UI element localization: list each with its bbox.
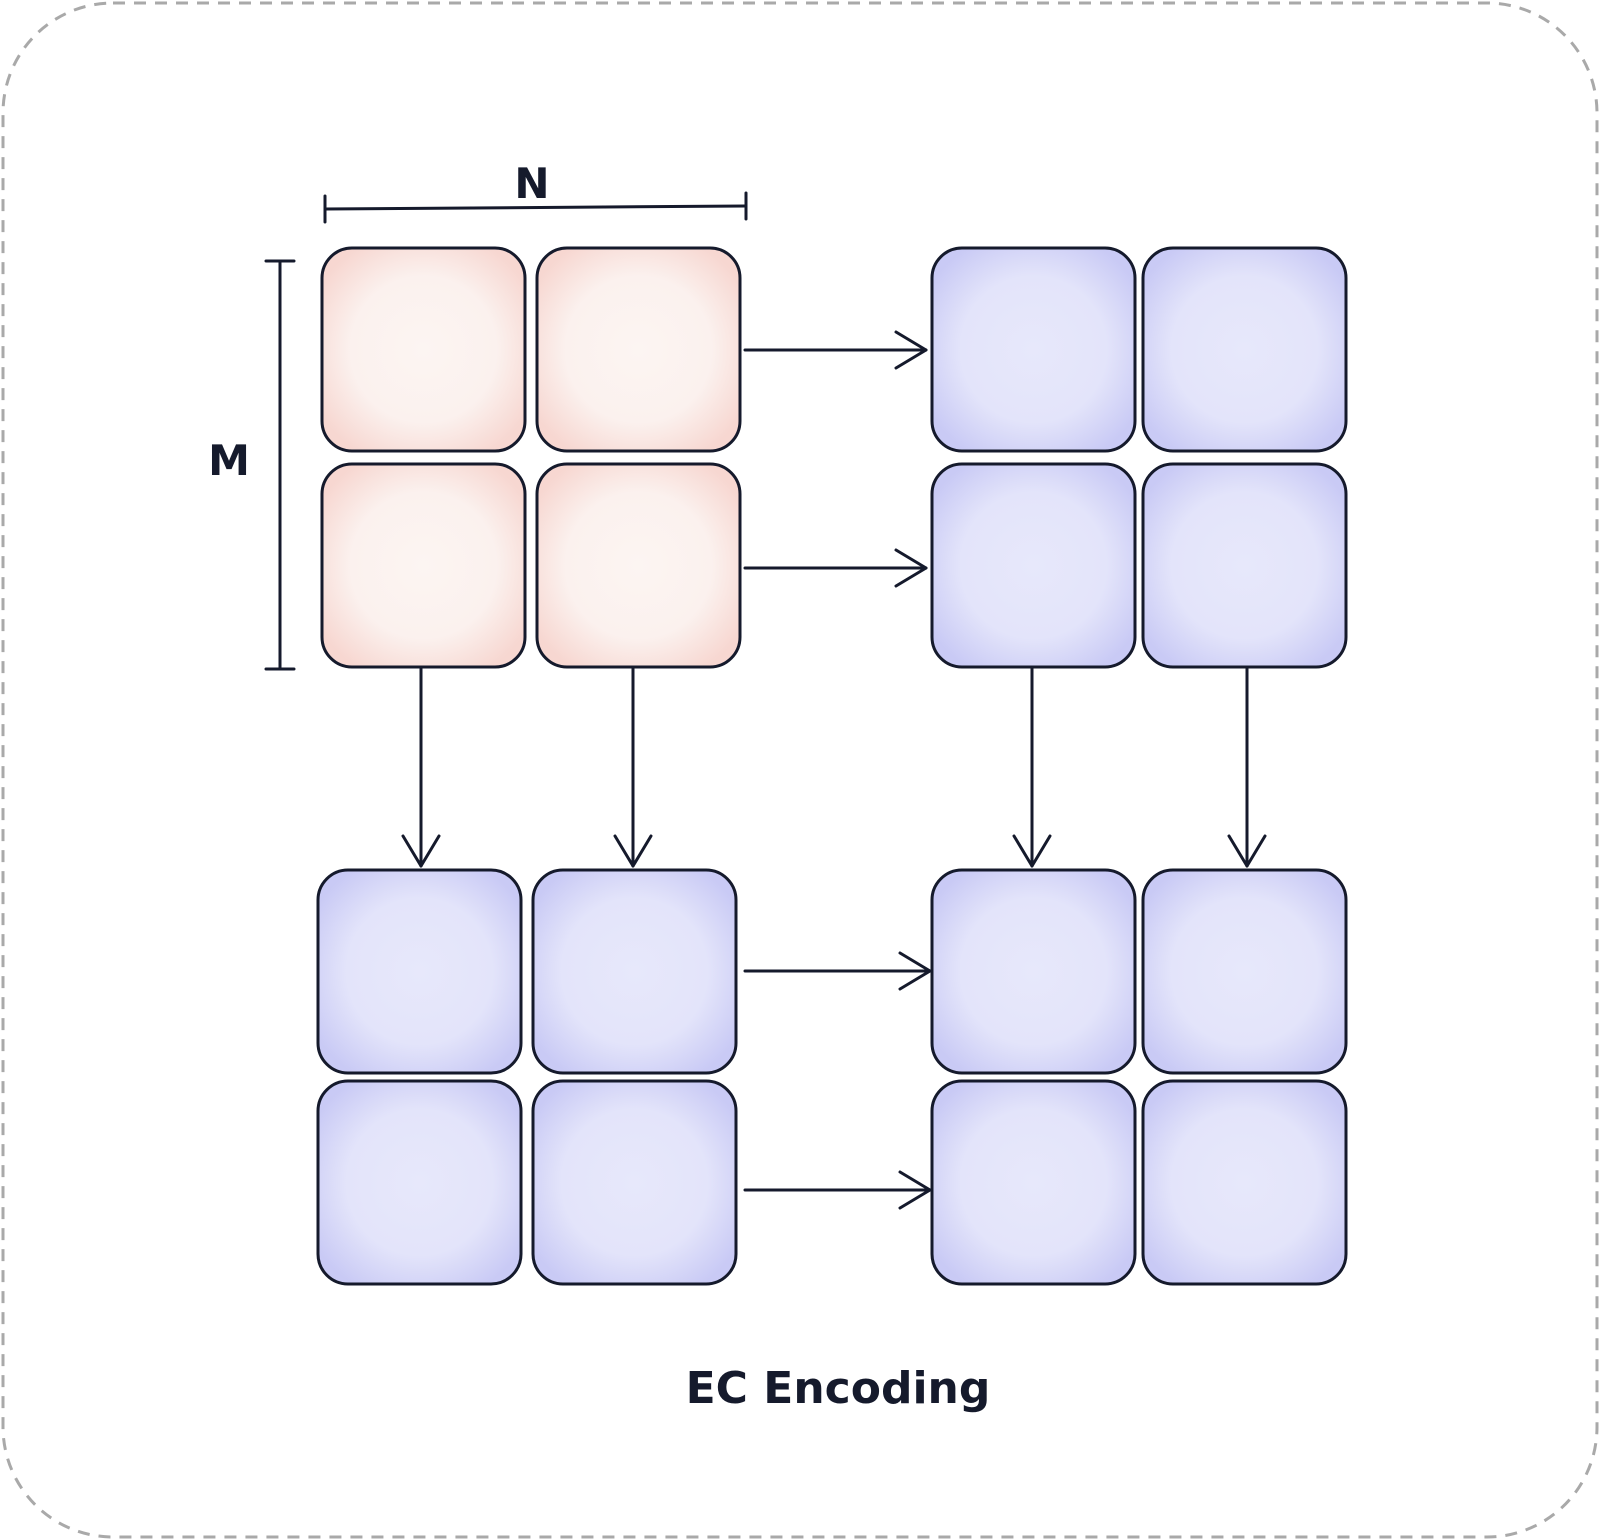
arrow-right [743,951,932,991]
parity-cell [1141,246,1348,453]
arrow-right [743,330,928,370]
row-parity-block [930,246,1348,669]
parity-cell [531,868,738,1075]
parity-cell [930,868,1137,1075]
arrow-right [743,548,928,588]
parity-cell [316,1079,523,1286]
parity-of-parity-block [930,868,1348,1286]
data-cell [535,246,742,453]
data-cell [320,246,527,453]
n-dimension-bracket [323,191,748,224]
parity-cell [930,462,1137,669]
parity-cell [316,868,523,1075]
parity-cell [930,246,1137,453]
parity-cell [531,1079,738,1286]
parity-cell [930,1079,1137,1286]
parity-cell [1141,868,1348,1075]
m-dimension-label: M [208,436,250,485]
arrow-down [401,666,441,868]
parity-cell [1141,1079,1348,1286]
data-cell [535,462,742,669]
arrow-down [613,666,653,868]
data-block [320,246,742,669]
data-cell [320,462,527,669]
arrow-right [743,1170,932,1210]
arrow-down [1227,666,1267,868]
column-parity-block [316,868,738,1286]
parity-cell [1141,462,1348,669]
m-dimension-bracket [264,259,296,671]
diagram-caption: EC Encoding [686,1363,991,1414]
arrow-down [1012,666,1052,868]
n-dimension-label: N [514,159,549,208]
